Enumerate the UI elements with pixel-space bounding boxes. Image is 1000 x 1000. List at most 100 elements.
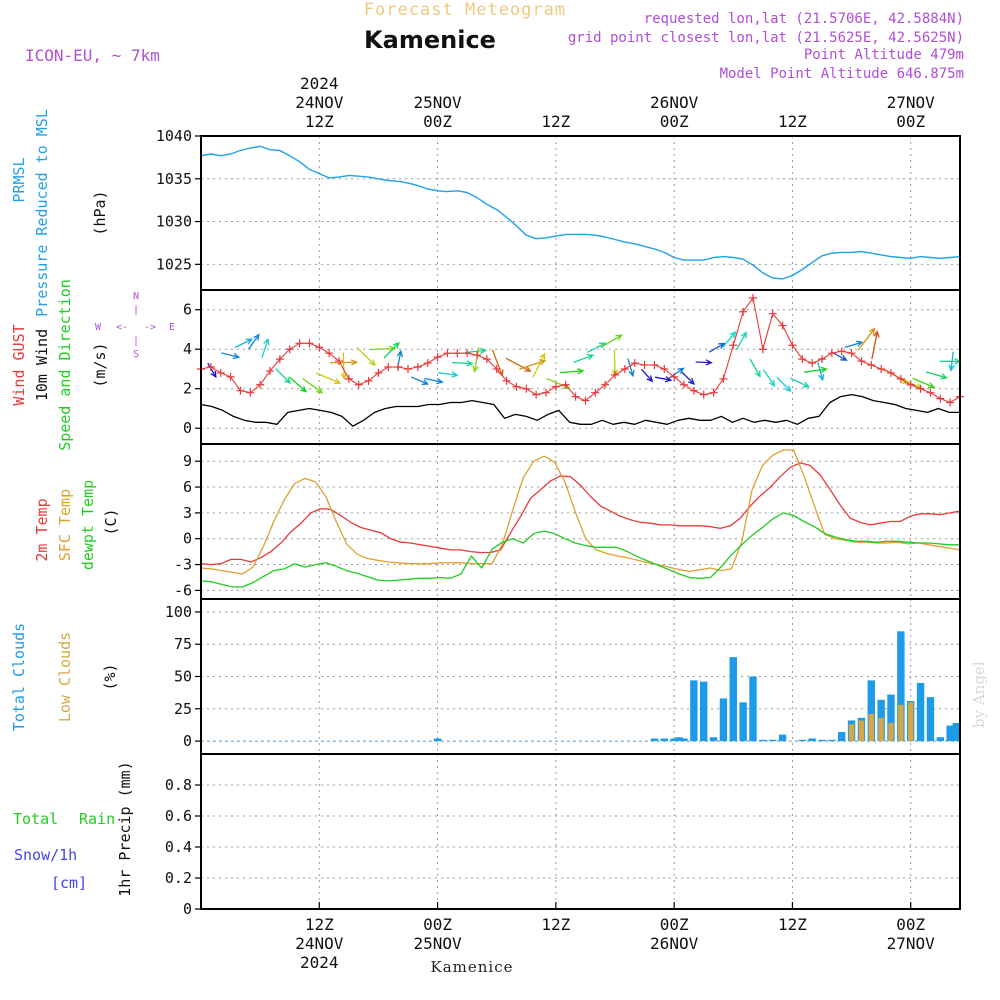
- bottom-time-label: 2024: [300, 953, 339, 972]
- gust-marker: [374, 368, 383, 377]
- y-tick-label: -6: [174, 581, 192, 599]
- wind-arrow-head: [768, 379, 776, 388]
- gust-marker: [758, 345, 767, 354]
- top-time-label: 2024: [300, 74, 339, 93]
- wind-arrow: [288, 376, 307, 393]
- total-cloud-bar: [670, 738, 678, 742]
- wind-arrow-head: [263, 337, 270, 346]
- gust-marker: [650, 361, 659, 370]
- top-time-label: 00Z: [423, 112, 452, 131]
- y-tick-label: 0.2: [165, 869, 192, 887]
- wind-arrow: [871, 331, 878, 360]
- top-time-label: 25NOV: [413, 93, 462, 112]
- y-tick-label: 3: [183, 504, 192, 522]
- panel-frame: [200, 289, 961, 445]
- wind-arrow: [438, 372, 458, 376]
- gust-marker: [798, 355, 807, 364]
- gust-marker: [946, 398, 955, 407]
- low-cloud-bar: [908, 702, 914, 742]
- panel-frame: [200, 753, 961, 910]
- wind-arrow-head: [245, 338, 254, 345]
- panel-frame: [200, 443, 961, 600]
- wind-arrow: [315, 372, 341, 384]
- bottom-time-label: 26NOV: [650, 934, 699, 953]
- total-cloud-bar: [739, 702, 747, 742]
- wind-arrow-head: [705, 359, 713, 366]
- wind-arrow: [275, 368, 291, 384]
- wind-arrow: [356, 346, 376, 366]
- gust-marker: [818, 355, 826, 364]
- total-cloud-bar: [798, 739, 806, 742]
- data-layer: [197, 145, 964, 742]
- y-tick-label: 25: [174, 700, 192, 718]
- gust-marker: [896, 374, 905, 383]
- total-cloud-bar: [818, 739, 826, 742]
- wind-arrow: [465, 349, 486, 354]
- gust-marker: [295, 339, 304, 348]
- gust-marker: [492, 364, 501, 373]
- wind-arrow: [302, 378, 323, 394]
- wind-arrow-head: [586, 353, 595, 360]
- gust-marker: [847, 349, 856, 358]
- wind-arrow: [776, 376, 791, 392]
- wind-arrow-head: [687, 377, 695, 385]
- total-cloud-bar: [769, 739, 777, 742]
- y-tick-label: 0: [183, 900, 192, 918]
- y-tick-label: 9: [183, 452, 192, 470]
- rain-label: Rain: [79, 810, 115, 828]
- wind-arrow-head: [948, 364, 955, 372]
- gust-marker: [364, 376, 373, 385]
- top-time-label: 12Z: [305, 112, 334, 131]
- bottom-time-label: 12Z: [541, 915, 570, 934]
- total-cloud-bar: [729, 657, 737, 742]
- wind-arrow: [560, 370, 583, 374]
- wind-arrow: [641, 368, 653, 382]
- wind-arrow-head: [784, 385, 792, 393]
- wind-arrow: [654, 376, 671, 381]
- gust-marker: [699, 390, 708, 399]
- gust-marker: [739, 307, 748, 316]
- bottom-time-label: 27NOV: [887, 934, 936, 953]
- total-cloud-bar: [749, 676, 757, 742]
- y-tick-label: 0.4: [165, 838, 192, 856]
- y-tick-label: 0: [183, 419, 192, 437]
- wind-arrow: [207, 362, 217, 378]
- wind-arrow: [857, 328, 875, 351]
- wind-arrow-head: [577, 367, 585, 375]
- low-cloud-bar: [868, 713, 874, 742]
- temp-sfc-label: SFC Temp: [56, 489, 74, 561]
- model-altitude: Model Point Altitude 646.875m: [720, 66, 964, 82]
- top-time-label: 26NOV: [650, 93, 699, 112]
- gust-marker: [394, 363, 403, 371]
- wind-arrow: [342, 352, 345, 379]
- gust-marker: [482, 355, 491, 364]
- wind-arrow-head: [818, 373, 825, 382]
- wind-arrow-head: [350, 359, 359, 366]
- gust-marker: [877, 364, 886, 373]
- wind-arrow: [749, 358, 761, 377]
- temp-unit: (C): [102, 508, 120, 535]
- gust-marker: [906, 380, 915, 389]
- top-time-label: 00Z: [660, 112, 689, 131]
- wind-arrow: [925, 371, 947, 379]
- y-tick-label: 1025: [156, 255, 192, 273]
- gust-marker: [837, 347, 846, 356]
- gust-marker: [344, 374, 353, 383]
- low-cloud-bar: [858, 720, 865, 742]
- gust-marker: [502, 376, 511, 385]
- top-time-label: 12Z: [541, 112, 570, 131]
- gust-marker: [867, 361, 876, 370]
- gust-marker: [206, 363, 215, 371]
- total-cloud-bar: [897, 631, 905, 742]
- y-tick-label: -3: [174, 556, 192, 574]
- wind-arrow: [247, 334, 260, 350]
- point-altitude: Point Altitude 479m: [804, 47, 964, 63]
- total-label: Total: [13, 810, 58, 828]
- wind-arrow-head: [539, 352, 546, 360]
- dewpoint-label: dewpt Temp: [79, 480, 97, 570]
- gust-marker: [275, 355, 284, 364]
- gust-marker: [542, 388, 550, 397]
- bottom-time-label: 00Z: [896, 915, 925, 934]
- total-cloud-bar: [808, 738, 816, 742]
- total-cloud-bar: [680, 738, 688, 742]
